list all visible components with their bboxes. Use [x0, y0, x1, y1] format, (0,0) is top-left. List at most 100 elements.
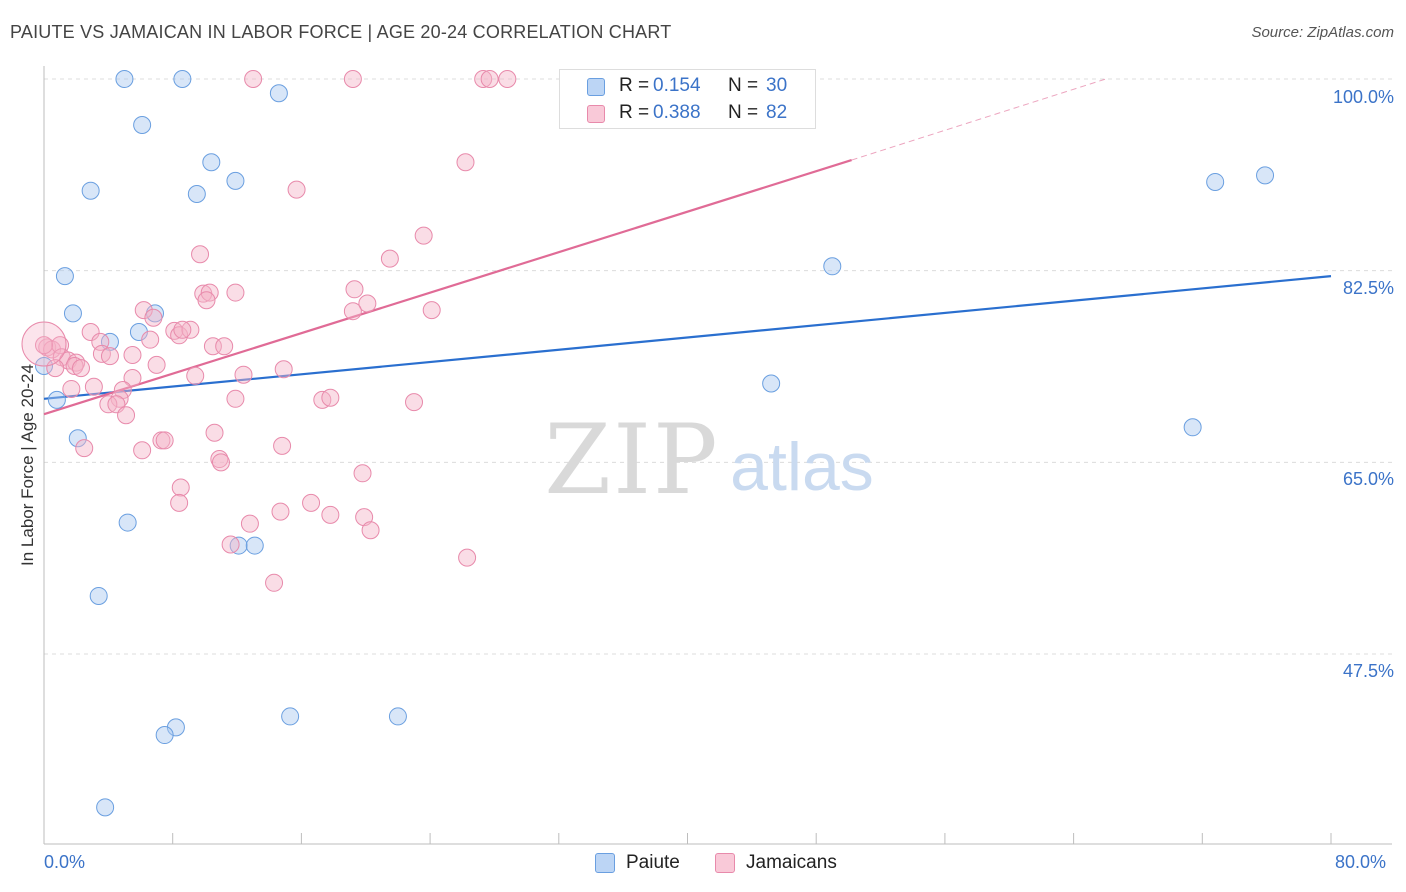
point-jamaicans — [226, 389, 245, 408]
point-jamaicans — [123, 369, 142, 387]
point-paiute — [281, 707, 300, 726]
point-paiute — [55, 267, 74, 286]
point-jamaicans — [353, 464, 372, 483]
bottom-legend-label-jamaicans: Jamaicans — [746, 852, 837, 873]
legend-r-label: R = — [619, 102, 650, 123]
point-jamaicans — [234, 365, 253, 384]
point-jamaicans — [343, 302, 362, 321]
point-jamaicans — [197, 291, 216, 310]
point-jamaicans — [205, 423, 224, 442]
point-paiute — [118, 513, 137, 532]
point-jamaicans — [422, 301, 441, 320]
point-paiute — [47, 390, 66, 409]
chart-title: PAIUTE VS JAMAICAN IN LABOR FORCE | AGE … — [10, 22, 672, 42]
point-paiute — [245, 536, 264, 555]
point-jamaicans — [456, 153, 475, 172]
point-jamaicans — [480, 70, 499, 88]
point-paiute — [226, 171, 245, 190]
point-paiute — [202, 153, 221, 172]
x-tick-label-max: 80.0% — [1335, 852, 1387, 872]
correlation-legend: R = 0.154 N = 30 R = 0.388 N = 82 — [559, 69, 816, 129]
point-jamaicans — [84, 377, 103, 396]
point-jamaicans — [345, 280, 364, 299]
point-jamaicans — [171, 478, 190, 497]
point-jamaicans — [498, 70, 517, 88]
axes — [43, 66, 1392, 845]
y-tick-label: 47.5% — [1342, 661, 1394, 681]
point-paiute — [63, 304, 82, 323]
point-paiute — [762, 374, 781, 393]
point-jamaicans — [343, 70, 362, 88]
legend-n-label: N = — [728, 75, 759, 96]
point-paiute — [155, 726, 174, 745]
point-jamaicans — [474, 70, 493, 88]
point-paiute — [68, 429, 87, 448]
point-jamaicans — [141, 330, 160, 349]
point-jamaicans — [361, 521, 380, 540]
point-jamaicans — [134, 301, 153, 320]
point-jamaicans — [100, 347, 119, 366]
point-paiute — [1256, 166, 1275, 185]
legend-row-paiute: R = 0.154 N = 30 — [560, 75, 815, 101]
point-jamaicans — [81, 323, 100, 341]
legend-r-value: 0.154 — [653, 75, 701, 96]
point-jamaicans — [35, 336, 53, 355]
y-tick-label: 65.0% — [1342, 469, 1394, 489]
point-paiute — [1183, 418, 1202, 437]
point-jamaicans — [355, 508, 374, 527]
trend-line-extension — [851, 78, 1106, 161]
point-jamaicans — [215, 337, 234, 356]
trend-line-paiute — [43, 275, 1332, 400]
point-jamaicans — [271, 502, 290, 521]
legend-n-label: N = — [728, 102, 759, 123]
point-paiute — [81, 181, 100, 200]
watermark-zip: ZIP — [544, 404, 719, 516]
x-tick-label-min: 0.0% — [44, 852, 86, 872]
point-jamaicans — [265, 573, 284, 592]
y-axis-label: In Labor Force | Age 20-24 — [18, 364, 37, 566]
point-jamaicans — [458, 548, 477, 567]
point-jamaicans — [321, 388, 340, 407]
point-jamaicans — [72, 359, 91, 378]
point-jamaicans — [414, 226, 433, 245]
legend-row-jamaicans: R = 0.388 N = 82 — [560, 102, 815, 128]
y-tick-label: 82.5% — [1342, 278, 1394, 298]
point-jamaicans — [110, 389, 129, 408]
point-jamaicans — [221, 535, 240, 554]
point-jamaicans — [274, 360, 293, 379]
point-paiute — [133, 116, 152, 134]
point-paiute — [388, 707, 407, 726]
point-paiute — [823, 257, 842, 276]
point-jamaicans — [147, 355, 166, 374]
point-jamaicans-cluster — [21, 321, 67, 367]
point-jamaicans — [244, 70, 263, 88]
bottom-legend-label-paiute: Paiute — [626, 852, 680, 873]
point-jamaicans — [75, 439, 94, 458]
legend-r-label: R = — [619, 75, 650, 96]
point-jamaicans — [405, 393, 424, 412]
watermark: ZIP atlas — [544, 404, 873, 516]
point-jamaicans — [240, 514, 259, 533]
point-jamaicans — [302, 493, 321, 512]
point-paiute — [96, 798, 115, 817]
legend-n-value: 30 — [766, 75, 788, 96]
point-jamaicans — [186, 366, 205, 385]
bottom-legend-swatch-paiute — [595, 853, 615, 873]
point-jamaicans — [170, 326, 189, 345]
point-jamaicans — [67, 353, 86, 372]
point-jamaicans — [65, 356, 84, 375]
point-paiute — [173, 70, 192, 88]
point-jamaicans — [117, 406, 136, 425]
point-jamaicans — [133, 441, 152, 460]
point-jamaicans — [273, 436, 292, 455]
legend-n-value: 82 — [766, 102, 788, 123]
point-jamaicans — [211, 453, 230, 472]
point-paiute — [187, 185, 206, 203]
point-jamaicans — [62, 379, 81, 398]
trend-lines — [43, 78, 1332, 416]
point-jamaicans — [155, 431, 174, 450]
point-jamaicans — [46, 359, 65, 378]
point-paiute — [115, 70, 134, 88]
point-jamaicans — [170, 493, 189, 512]
